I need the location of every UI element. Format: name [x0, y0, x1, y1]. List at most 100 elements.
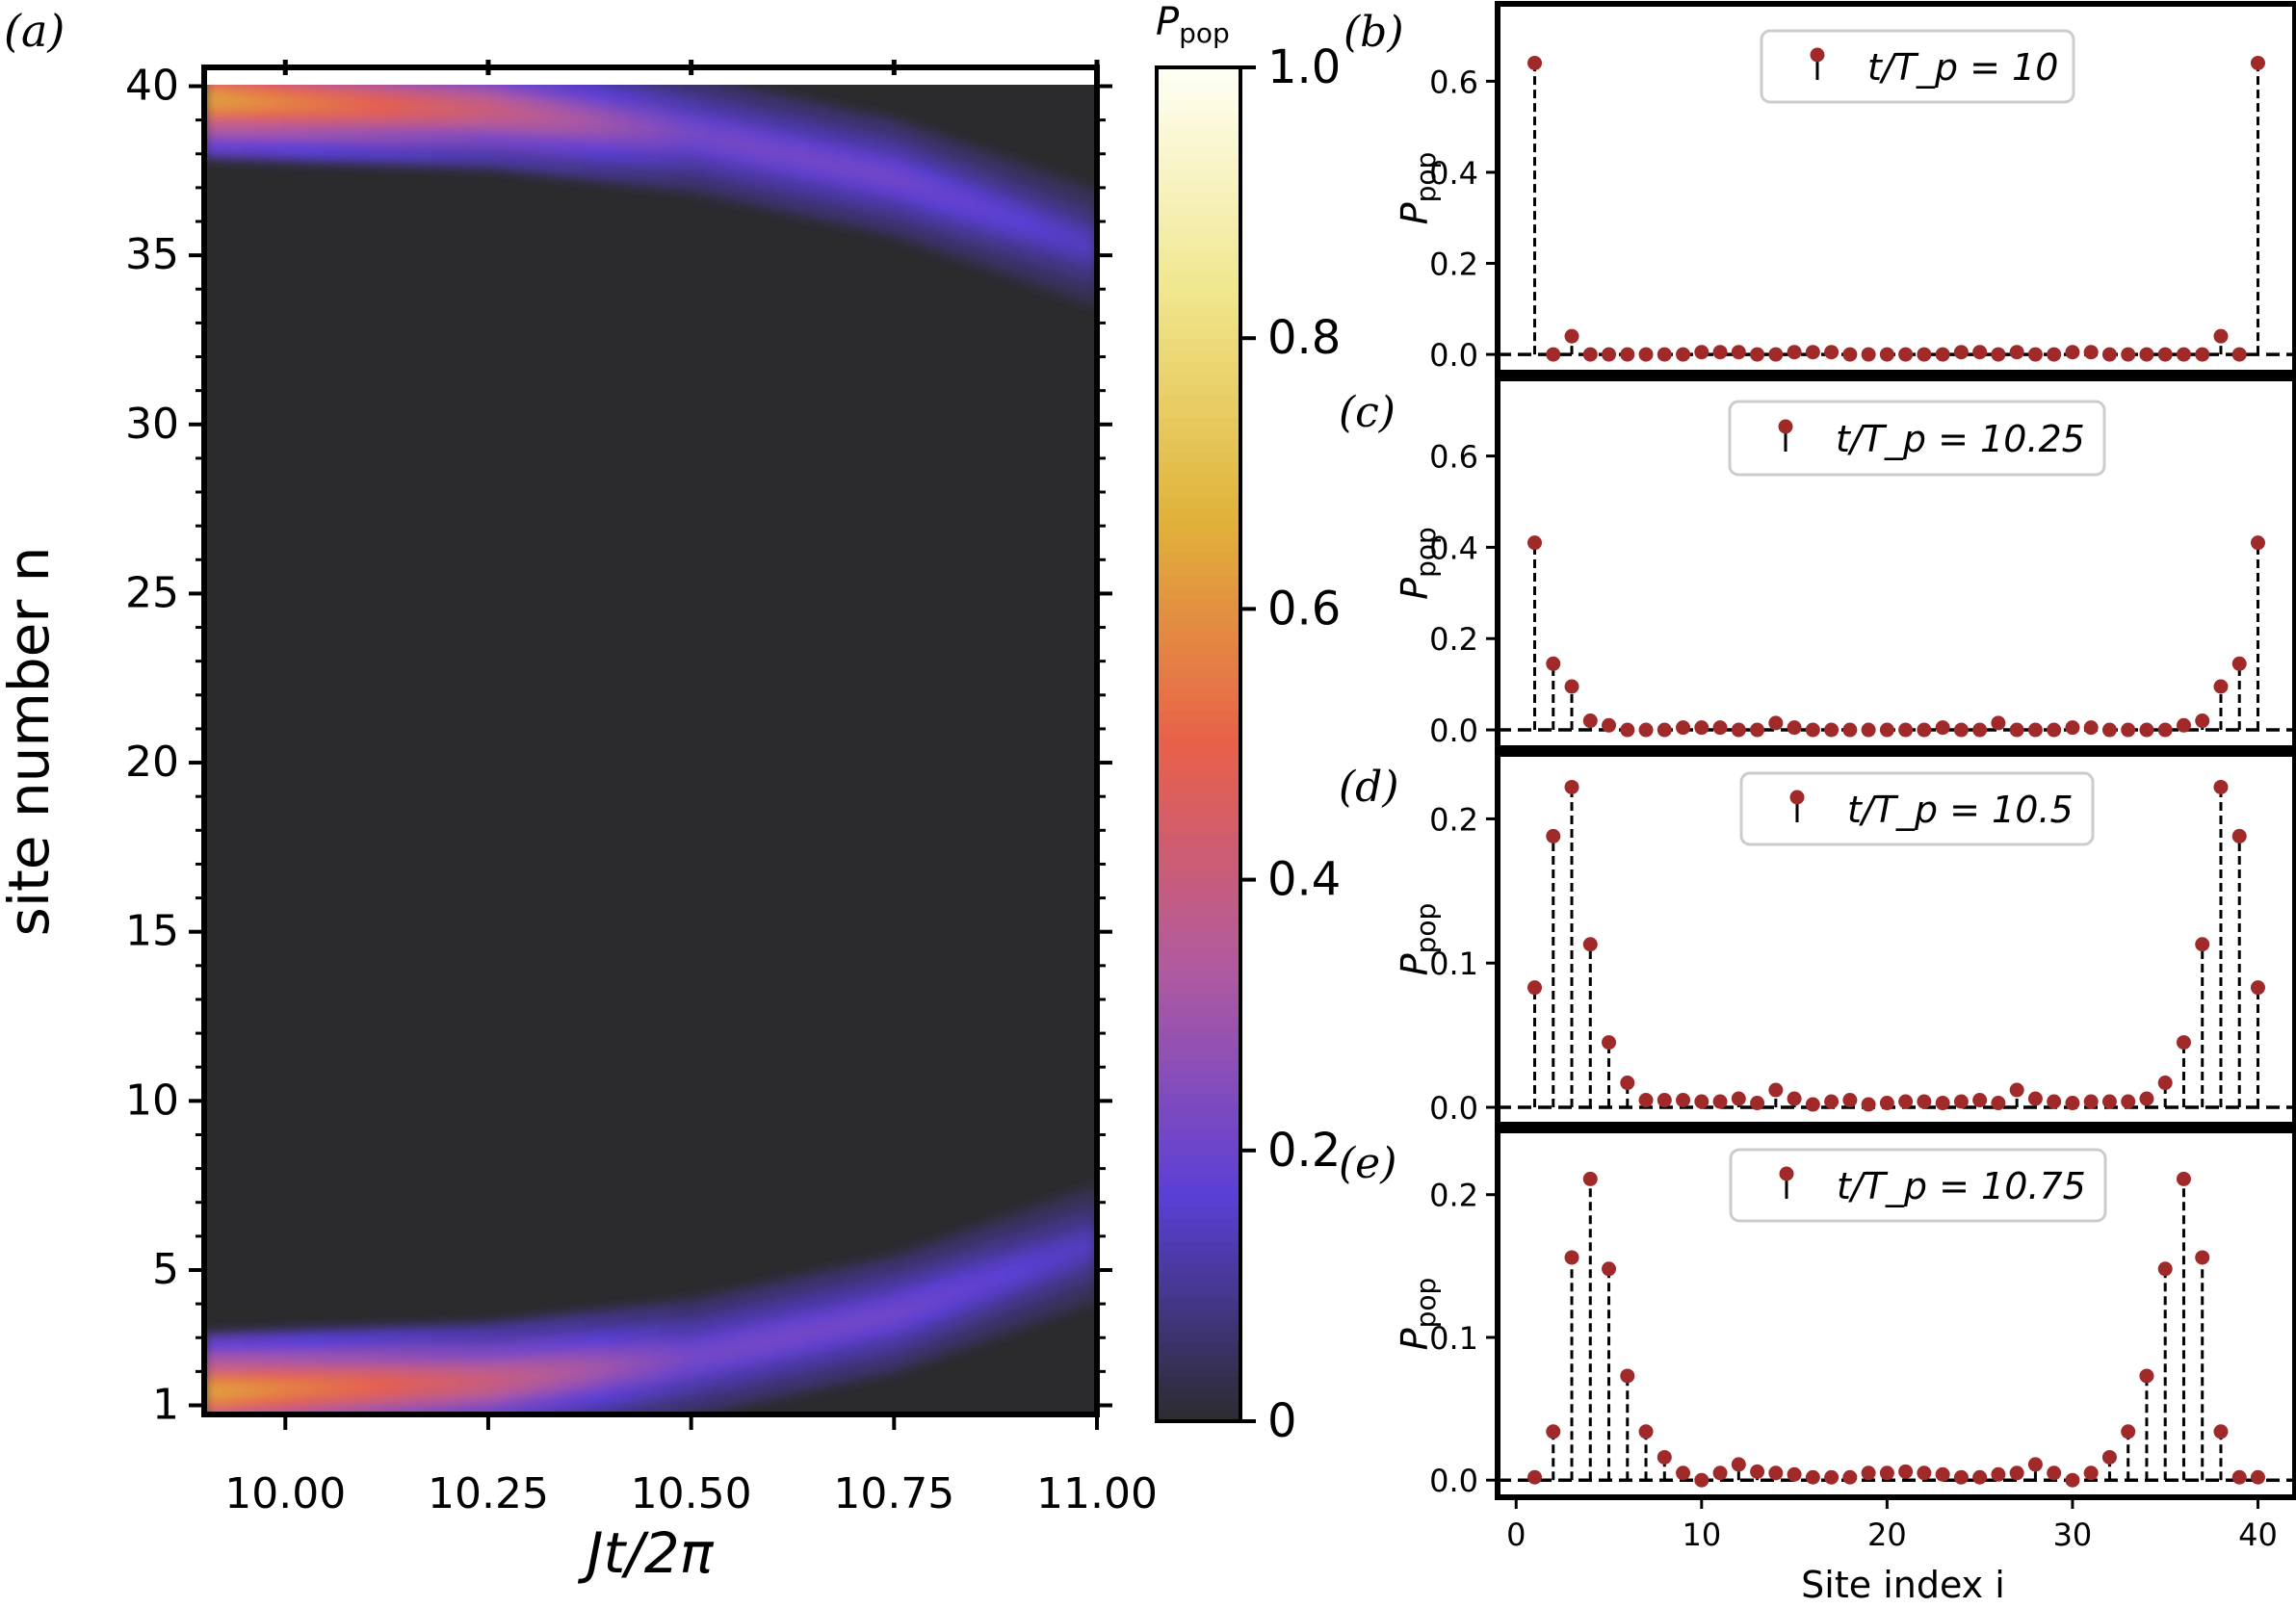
stem-panel-c: (c) 0.0 0.2 0.4 0.6 Ppop t/T_p = 10.25 [1339, 376, 2296, 751]
stem-marker [2250, 55, 2265, 70]
heatmap-band-cell [590, 114, 602, 131]
stem-marker [1546, 656, 1561, 671]
stem-x-tick-label: 40 [2238, 1517, 2278, 1553]
heatmap-band-cell [233, 1382, 246, 1399]
colorbar-step [1157, 1274, 1240, 1287]
heatmap-band-cell [938, 1288, 950, 1306]
stem-marker [1638, 1424, 1654, 1439]
colorbar-step [1157, 1150, 1240, 1163]
stem-marker [2009, 1082, 2024, 1098]
stem-marker [1564, 679, 1579, 694]
colorbar-step [1157, 744, 1240, 757]
colorbar-step [1157, 654, 1240, 666]
stem-marker [1953, 722, 1969, 738]
heatmap-band-cell [521, 1368, 533, 1387]
heatmap-band-cell [908, 175, 920, 194]
colorbar-label: Ppop [1156, 0, 1230, 49]
heatmap-band-cell [472, 100, 483, 118]
colorbar-step [1157, 67, 1240, 80]
colorbar-step [1157, 575, 1240, 587]
stem-ylabel: Ppop [1394, 1278, 1442, 1351]
heatmap-band-cell [442, 99, 454, 117]
heatmap-band-cell [313, 95, 325, 113]
colorbar-step [1157, 1229, 1240, 1242]
stem-ylabel: Ppop [1394, 527, 1442, 600]
heatmap-band-cell [561, 1363, 573, 1382]
colorbar-step [1157, 868, 1240, 881]
stem-marker [2083, 1465, 2099, 1481]
stem-marker [2047, 1465, 2062, 1481]
stem-marker [1620, 722, 1635, 738]
colorbar-step [1157, 1071, 1240, 1084]
stem-marker [2139, 1091, 2154, 1106]
heatmap-xlabel: Jt/2π [577, 1520, 714, 1586]
stem-y-tick-label: 0.0 [1429, 1463, 1478, 1499]
stem-marker [2176, 717, 2191, 733]
heatmap-ylabel: site number n [0, 547, 62, 937]
heatmap-band-cell [998, 1267, 1009, 1284]
colorbar-step [1157, 789, 1240, 802]
stem-marker [2231, 347, 2247, 362]
heatmap-band-cell [630, 118, 642, 136]
stem-marker [1712, 1465, 1728, 1481]
colorbar-step [1157, 417, 1240, 429]
colorbar-step [1157, 1104, 1240, 1118]
heatmap-band-cell [601, 1359, 613, 1377]
heatmap-band-cell [1057, 1246, 1069, 1264]
heatmap-band-cell [680, 124, 691, 142]
stem-legend-marker [1810, 47, 1825, 63]
heatmap-band-cell [332, 95, 345, 114]
heatmap-band-cell [422, 99, 433, 117]
stem-marker [1768, 1465, 1784, 1481]
stem-marker [1564, 328, 1579, 344]
heatmap-band-cell [1027, 217, 1039, 235]
stem-marker [1582, 347, 1598, 362]
colorbar: Ppop 0 0.2 0.4 0.6 0.8 1.0 [1155, 0, 1341, 1448]
heatmap-bottom-strip [204, 1415, 1097, 1435]
stem-marker [2231, 828, 2247, 843]
colorbar-step [1157, 631, 1240, 644]
stem-marker [2009, 345, 2024, 360]
stem-y-tick-label: 0.0 [1429, 713, 1478, 749]
stem-marker [2083, 1094, 2099, 1109]
heatmap-band-cell [233, 92, 246, 110]
stem-marker [1620, 1368, 1635, 1384]
colorbar-step [1157, 1262, 1240, 1276]
colorbar-step [1157, 484, 1240, 498]
heatmap-band-cell [382, 1376, 394, 1394]
colorbar-step [1157, 857, 1240, 869]
stem-marker [2101, 722, 2117, 738]
stem-marker [1935, 1096, 1950, 1111]
stem-marker [1842, 1093, 1858, 1108]
stem-marker [1602, 347, 1617, 362]
heatmap-x-tick-label: 10.00 [224, 1469, 346, 1518]
stem-marker [2065, 345, 2080, 360]
stem-ylabel: Ppop [1394, 903, 1442, 976]
heatmap-band-cell [403, 98, 414, 116]
heatmap-y-tick-label: 35 [125, 230, 179, 279]
heatmap-band-cell [223, 91, 235, 110]
colorbar-step [1157, 879, 1240, 893]
stem-marker [1991, 1466, 2006, 1482]
colorbar-step [1157, 1161, 1240, 1175]
heatmap-band-cell [442, 1374, 454, 1392]
stem-marker [1750, 722, 1765, 738]
stem-marker [1991, 1096, 2006, 1111]
colorbar-step [1157, 1308, 1240, 1321]
heatmap-band-cell [770, 143, 781, 161]
stem-panel-label: (e) [1339, 1139, 1396, 1188]
colorbar-step [1157, 970, 1240, 983]
colorbar-step [1157, 1206, 1240, 1220]
stem-marker [1861, 347, 1876, 362]
stem-x-tick-label: 20 [1867, 1517, 1907, 1553]
heatmap-band-cell [809, 151, 821, 169]
heatmap-band-cell [403, 1376, 414, 1393]
stem-marker [1972, 1469, 1988, 1485]
stem-marker [2121, 1424, 2136, 1439]
stem-marker [1527, 55, 1543, 70]
heatmap-band-cell [571, 1362, 583, 1381]
colorbar-step [1157, 1341, 1240, 1355]
stem-marker [1935, 347, 1950, 362]
stem-marker [1638, 1093, 1654, 1108]
